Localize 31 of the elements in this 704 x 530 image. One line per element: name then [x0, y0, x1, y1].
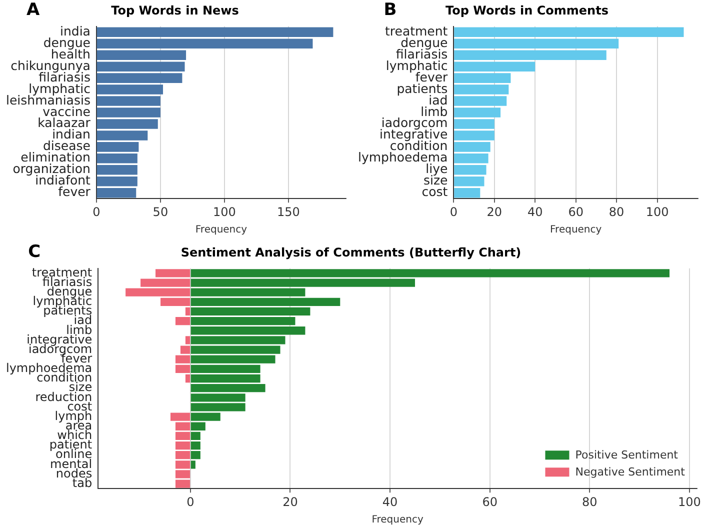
legend-label: Positive Sentiment — [575, 448, 679, 462]
x-axis-title: Frequency — [550, 224, 602, 236]
x-tick-label: 100 — [678, 494, 701, 509]
x-tick-label: 60 — [568, 204, 584, 219]
x-tick-label: 0 — [186, 494, 194, 509]
x-tick-label: 40 — [527, 204, 543, 219]
x-tick-label: 20 — [282, 494, 298, 509]
text: B — [384, 0, 397, 20]
y-tick-label: cost — [422, 184, 448, 200]
chart-title: Top Words in News — [111, 3, 239, 18]
x-tick-label: 50 — [152, 204, 168, 219]
y-tick-label: lymphoedema — [6, 361, 92, 376]
x-axis-title: Frequency — [195, 224, 248, 236]
text: C — [28, 242, 41, 262]
y-tick-label: treatment — [384, 23, 448, 38]
x-tick-label: 80 — [582, 494, 598, 509]
chart-title: Sentiment Analysis of Comments (Butterfly Chart) — [180, 245, 522, 260]
x-tick-label: 150 — [276, 204, 300, 219]
y-tick-label: india — [60, 23, 90, 38]
legend-label: Negative Sentiment — [575, 465, 686, 478]
x-tick-label: 100 — [646, 204, 669, 219]
x-tick-label: 0 — [92, 204, 100, 219]
x-tick-label: 80 — [608, 204, 624, 219]
x-tick-label: 20 — [486, 204, 502, 219]
x-tick-label: 60 — [482, 494, 498, 509]
text: A — [26, 0, 40, 20]
x-axis-title: Frequency — [372, 514, 424, 526]
x-tick-label: 100 — [212, 204, 236, 219]
x-tick-label: 0 — [450, 204, 458, 219]
x-tick-label: 40 — [382, 494, 398, 509]
chart-title: Top Words in Comments — [446, 3, 608, 18]
